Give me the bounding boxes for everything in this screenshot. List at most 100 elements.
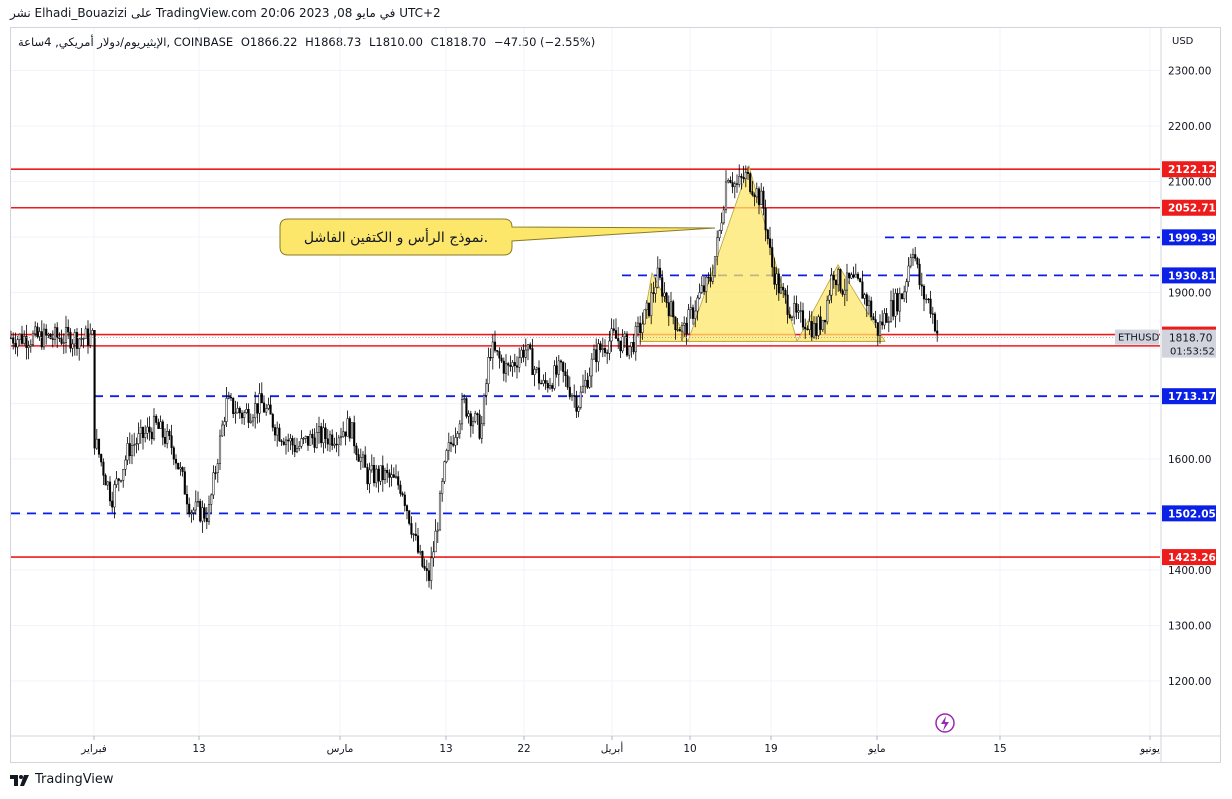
candle-body xyxy=(810,321,813,338)
candle-body xyxy=(777,273,780,294)
candle-body xyxy=(100,454,103,463)
candle-body xyxy=(610,328,613,342)
candle-body xyxy=(632,342,635,353)
candle-body xyxy=(397,476,400,486)
candle-body xyxy=(861,281,864,299)
candle-body xyxy=(619,340,622,352)
candle-body xyxy=(755,188,758,198)
candle-body xyxy=(533,369,536,375)
candle-body xyxy=(689,307,692,310)
candle-body xyxy=(128,443,131,457)
candle-body xyxy=(399,484,402,494)
x-tick-label: 22 xyxy=(517,743,530,755)
candle-body xyxy=(828,294,831,301)
x-tick-label: فبراير xyxy=(80,743,107,755)
candle-body xyxy=(614,330,618,339)
y-tick-label: 1900.00 xyxy=(1168,288,1211,300)
candle-body xyxy=(304,436,307,439)
candle-body xyxy=(73,332,76,345)
candle-body xyxy=(212,472,215,496)
candle-body xyxy=(324,427,327,439)
candle-body xyxy=(894,293,897,317)
candle-body xyxy=(709,277,712,282)
candle-body xyxy=(293,444,296,453)
price-tag-red-bg xyxy=(1162,161,1216,178)
candle-body xyxy=(859,278,862,283)
candle-body xyxy=(819,316,822,330)
candle-body xyxy=(647,302,651,316)
candle-body xyxy=(86,328,90,346)
candle-body xyxy=(302,438,305,440)
candle-body xyxy=(683,322,686,326)
candle-body xyxy=(460,399,464,425)
candle-body xyxy=(287,439,290,442)
candle-body xyxy=(31,333,35,345)
candle-body xyxy=(788,314,791,318)
candle-body xyxy=(38,331,41,337)
candle-body xyxy=(23,336,26,344)
candle-body xyxy=(658,267,662,278)
candle-body xyxy=(69,331,72,349)
candle-body xyxy=(678,329,681,332)
candle-body xyxy=(713,256,717,276)
candle-body xyxy=(205,518,208,522)
candle-body xyxy=(720,222,723,231)
candle-body xyxy=(53,327,57,340)
candle-body xyxy=(383,469,387,481)
candle-body xyxy=(566,375,569,388)
candle-body xyxy=(333,443,336,446)
candle-body xyxy=(328,434,332,445)
candle-body xyxy=(148,426,151,433)
candle-body xyxy=(493,341,497,351)
candle-body xyxy=(727,179,730,183)
price-tag-blue: 1930.81 xyxy=(1168,270,1216,282)
candle-body xyxy=(47,333,50,336)
candle-body xyxy=(625,333,629,356)
price-tag-red: 2122.12 xyxy=(1168,164,1216,176)
candle-body xyxy=(641,323,644,334)
candle-body xyxy=(854,273,857,278)
candle-body xyxy=(529,344,532,349)
candle-body xyxy=(188,503,191,515)
candle-body xyxy=(892,300,895,317)
annotation-text: .نموذج الرأس و الكتفين الفاشل xyxy=(304,228,488,246)
candle-body xyxy=(542,380,545,384)
candle-body xyxy=(762,190,765,209)
candle-body xyxy=(663,292,666,297)
lightning-icon-bolt xyxy=(941,716,949,731)
candle-body xyxy=(196,501,200,503)
candle-body xyxy=(438,493,442,531)
candle-body xyxy=(29,344,32,347)
candle-body xyxy=(718,230,721,239)
candle-body xyxy=(91,330,94,335)
candle-body xyxy=(812,323,816,338)
candle-body xyxy=(199,501,202,522)
candle-body xyxy=(531,348,534,375)
candle-body xyxy=(249,420,252,423)
symbol-description: الإيثيريوم/دولار أمريكي, 4ساعة, COINBASE xyxy=(18,35,234,49)
candle-body xyxy=(852,274,855,278)
candle-body xyxy=(443,461,446,482)
candle-body xyxy=(408,510,411,524)
candle-body xyxy=(335,443,338,446)
candle-body xyxy=(185,494,189,505)
candle-body xyxy=(628,346,631,356)
footer-brand: TradingView xyxy=(35,772,114,787)
candle-body xyxy=(548,385,552,389)
candle-body xyxy=(106,481,109,486)
candle-body xyxy=(423,566,426,569)
candle-body xyxy=(918,263,921,286)
chart-frame[interactable] xyxy=(10,27,1221,763)
candle-body xyxy=(581,385,585,393)
candle-body xyxy=(322,427,325,444)
candle-body xyxy=(570,395,574,398)
candle-body xyxy=(691,307,695,319)
candle-body xyxy=(555,365,558,375)
candle-body xyxy=(194,501,197,511)
low-value: L1810.00 xyxy=(368,35,423,49)
candle-body xyxy=(551,385,554,389)
candle-body xyxy=(900,293,904,300)
candle-body xyxy=(568,386,571,398)
price-tag-blue: 1999.39 xyxy=(1168,232,1216,244)
